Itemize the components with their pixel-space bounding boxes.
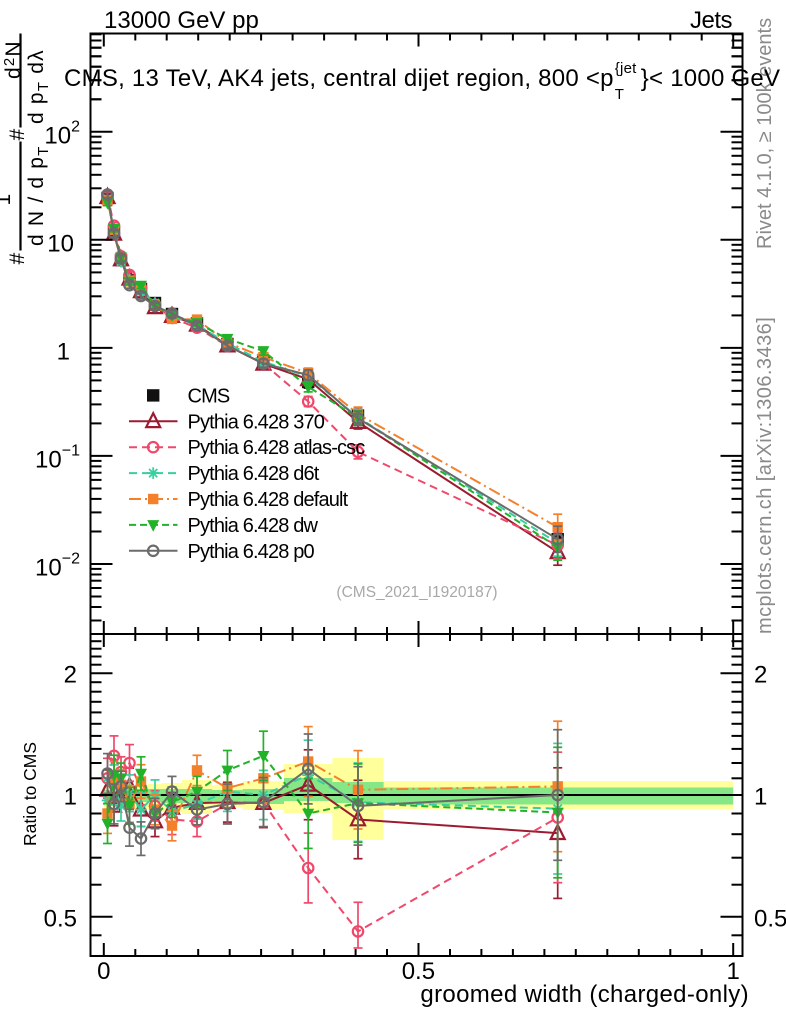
svg-text:2: 2: [754, 662, 767, 689]
svg-text:0.5: 0.5: [44, 905, 77, 932]
svg-text:2: 2: [64, 662, 77, 689]
svg-text:0: 0: [97, 958, 110, 985]
svg-text:d N / d pT: d N / d pT: [25, 145, 52, 246]
svg-text:Rivet 4.1.0, ≥ 100k events: Rivet 4.1.0, ≥ 100k events: [754, 18, 776, 249]
svg-text:#: #: [6, 252, 29, 265]
svg-text:0.5: 0.5: [754, 905, 786, 932]
svg-text:1: 1: [0, 193, 15, 206]
svg-text:(CMS_2021_I1920187): (CMS_2021_I1920187): [336, 584, 497, 601]
svg-text:Pythia 6.428 atlas-csc: Pythia 6.428 atlas-csc: [188, 437, 366, 459]
svg-text:0.5: 0.5: [402, 958, 435, 985]
svg-text:10: 10: [47, 230, 74, 257]
svg-text:1: 1: [57, 338, 70, 365]
svg-text:1: 1: [727, 958, 740, 985]
svg-text:groomed width (charged-only): groomed width (charged-only): [420, 981, 749, 1008]
svg-text:Pythia 6.428 370: Pythia 6.428 370: [188, 411, 325, 433]
svg-text:Ratio to CMS: Ratio to CMS: [20, 742, 40, 846]
svg-text:Pythia 6.428 dw: Pythia 6.428 dw: [188, 515, 319, 537]
svg-text:1: 1: [754, 784, 767, 811]
svg-text:Pythia 6.428 d6t: Pythia 6.428 d6t: [188, 463, 320, 485]
svg-text:Pythia 6.428 default: Pythia 6.428 default: [188, 489, 349, 511]
svg-text:1: 1: [64, 784, 77, 811]
svg-text:mcplots.cern.ch [arXiv:1306.34: mcplots.cern.ch [arXiv:1306.3436]: [754, 317, 776, 634]
svg-text:CMS: CMS: [188, 385, 230, 407]
svg-text:#: #: [6, 128, 29, 141]
svg-text:Pythia 6.428 p0: Pythia 6.428 p0: [188, 541, 315, 563]
